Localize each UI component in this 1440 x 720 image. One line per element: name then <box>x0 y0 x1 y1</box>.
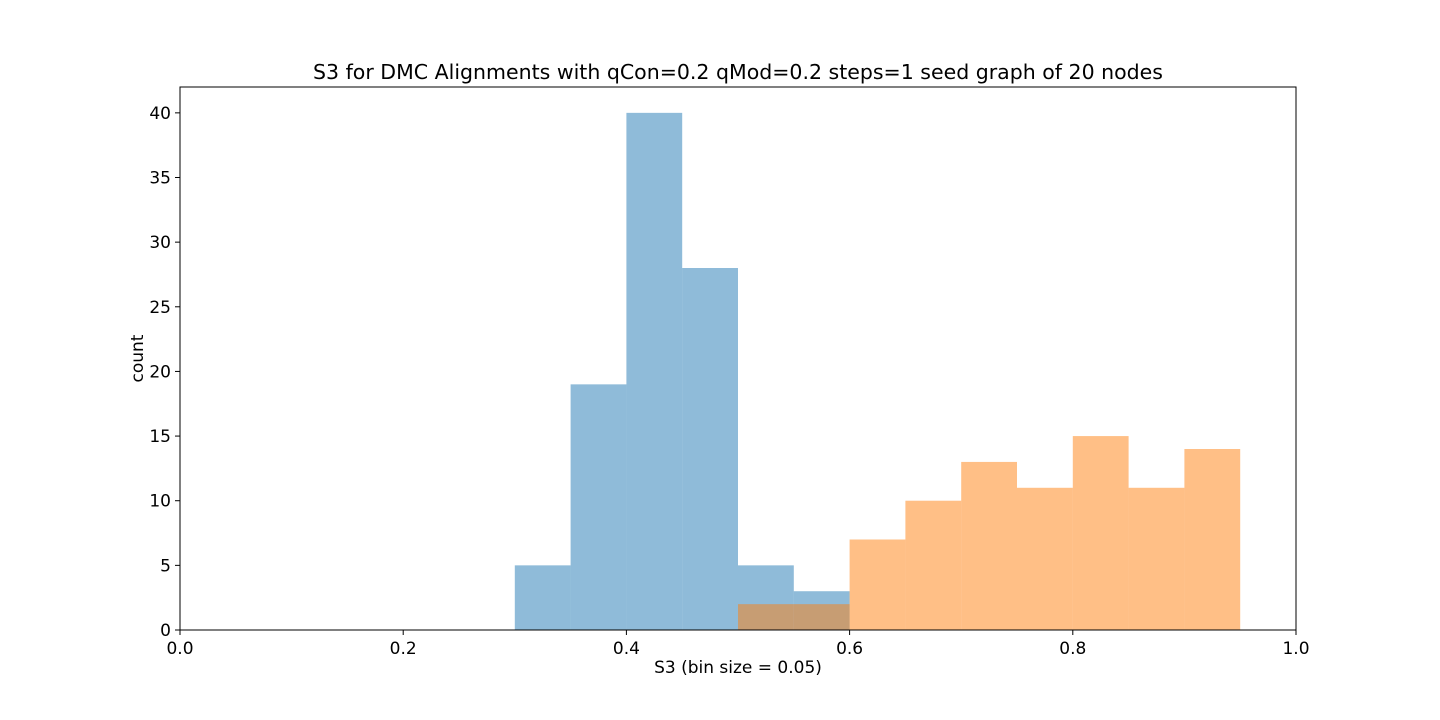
x-tick-label: 0.2 <box>390 639 417 659</box>
histogram-bar-s0-1 <box>570 384 627 630</box>
histogram-bar-s1-4 <box>961 461 1017 630</box>
bars-layer <box>514 112 1241 631</box>
x-tick-label: 1.0 <box>1282 639 1309 659</box>
y-tick-label: 15 <box>149 427 171 447</box>
y-tick-label: 35 <box>149 169 171 189</box>
histogram-bar-s0-2 <box>626 112 683 631</box>
y-tick-label: 40 <box>149 104 171 124</box>
histogram-bar-s1-6 <box>1072 436 1129 630</box>
histogram-bar-s1-8 <box>1184 449 1241 630</box>
y-axis-title: count <box>128 334 148 382</box>
histogram-bar-s1-1 <box>793 604 850 630</box>
histogram-bar-s0-0 <box>514 565 571 630</box>
y-tick-label: 25 <box>149 298 171 318</box>
x-tick-label: 0.0 <box>166 639 193 659</box>
histogram-bar-s0-3 <box>682 268 738 630</box>
histogram-bar-s1-2 <box>849 539 906 630</box>
y-tick-label: 20 <box>149 362 171 382</box>
y-tick-label: 0 <box>160 621 171 641</box>
chart-title: S3 for DMC Alignments with qCon=0.2 qMod… <box>313 60 1163 84</box>
x-tick-label: 0.8 <box>1059 639 1086 659</box>
histogram-bar-s1-7 <box>1128 487 1185 630</box>
plot-frame <box>179 86 1297 631</box>
x-axis-title: S3 (bin size = 0.05) <box>654 658 822 678</box>
histogram-bar-s1-0 <box>738 604 794 630</box>
histogram-bar-s1-5 <box>1017 487 1073 630</box>
x-tick-label: 0.4 <box>613 639 640 659</box>
y-tick-label: 10 <box>149 492 171 512</box>
histogram-bar-s1-3 <box>905 500 962 630</box>
x-axis: 0.0 0.2 0.4 0.6 0.8 1.0 <box>166 630 1310 659</box>
y-tick-label: 30 <box>149 233 171 253</box>
x-tick-label: 0.6 <box>836 639 863 659</box>
y-axis: 0 5 10 15 20 25 30 35 40 <box>149 104 180 641</box>
y-tick-label: 5 <box>160 556 171 576</box>
